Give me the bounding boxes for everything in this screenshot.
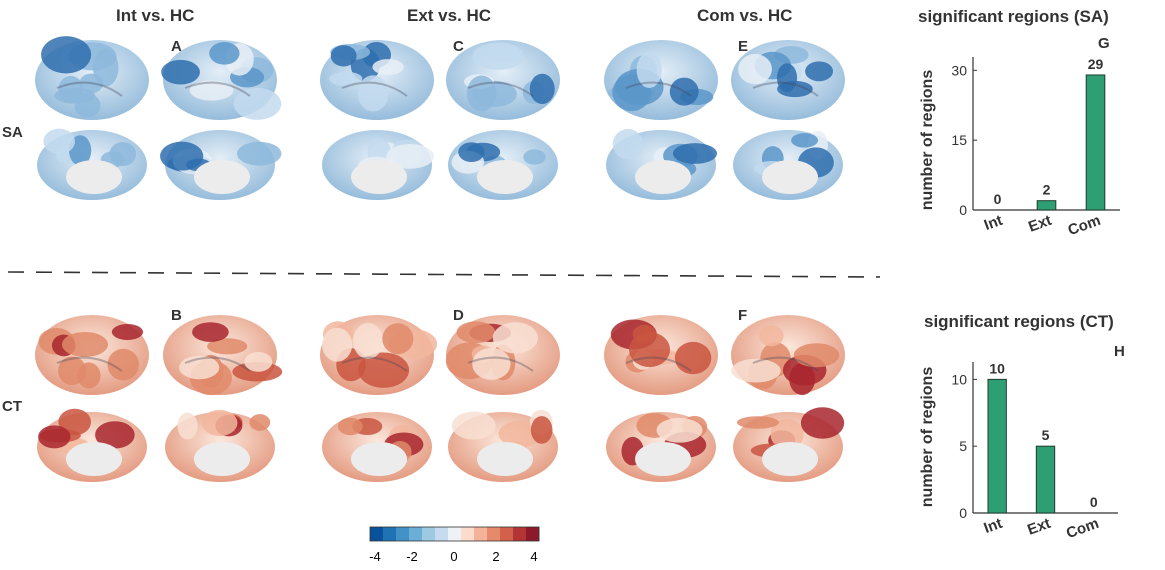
colorbar-cell: [474, 527, 488, 541]
brain-lateral-view: [731, 40, 845, 120]
colorbar-cell: [435, 527, 449, 541]
brain-lateral-view: [35, 36, 149, 120]
brain-lateral-view: [604, 315, 718, 395]
y-tick-label: 15: [951, 132, 967, 148]
brain-lateral-view: [320, 315, 438, 395]
brain-lateral-view: [446, 40, 560, 120]
colorbar-cell: [396, 527, 410, 541]
y-tick-label: 5: [959, 438, 967, 454]
brain-medial-view: [37, 408, 147, 482]
panel-letter-g: G: [1098, 35, 1110, 52]
brain-medial-view: [165, 409, 275, 482]
y-tick-label: 30: [951, 62, 967, 78]
y-tick-label: 10: [951, 371, 967, 387]
row-label-ct: CT: [2, 398, 22, 415]
x-tick-label: Int: [982, 212, 1005, 234]
brain-medial-view: [606, 129, 718, 200]
column-title-com: Com vs. HC: [697, 6, 793, 25]
brain-lateral-view: [161, 40, 282, 120]
row-label-sa: SA: [2, 124, 23, 141]
colorbar-tick-label: -2: [406, 549, 418, 564]
panel-letter-d: D: [453, 307, 464, 324]
colorbar-tick-label: 2: [492, 549, 499, 564]
brain-medial-view: [606, 412, 716, 482]
brain-medial-view: [37, 128, 147, 200]
colorbar: -4 -2 0 2 4: [369, 526, 540, 564]
y-tick-label: 0: [959, 202, 967, 218]
colorbar-cell: [487, 527, 501, 541]
colorbar-tick-label: 4: [530, 549, 537, 564]
bar: [1085, 74, 1106, 211]
bar-value-label: 5: [1042, 427, 1050, 443]
panel-letter-h: H: [1114, 343, 1125, 360]
bar-chart-sa: significant regions (SA) G number of reg…: [918, 7, 1120, 239]
brain-medial-view: [448, 409, 558, 482]
bar: [1036, 200, 1057, 211]
column-title-int: Int vs. HC: [116, 6, 195, 25]
bar-chart-ct: significant regions (CT) H number of reg…: [919, 312, 1125, 542]
x-tick-label: Ext: [1025, 515, 1053, 539]
chart-title: significant regions (SA): [918, 7, 1109, 26]
x-tick-label: Int: [981, 515, 1004, 537]
panel-letter-e: E: [738, 38, 749, 55]
brain-medial-view: [733, 130, 843, 200]
y-axis-label: number of regions: [919, 70, 936, 211]
colorbar-tick-label: -4: [369, 549, 381, 564]
brain-lateral-view: [35, 315, 149, 395]
brain-medial-view: [322, 412, 432, 482]
brain-maps-figure: [7, 36, 881, 482]
bar: [987, 378, 1007, 514]
brain-lateral-view: [731, 315, 845, 396]
brain-medial-view: [322, 130, 435, 200]
colorbar-cell: [526, 527, 540, 541]
panel-letter-c: C: [453, 38, 464, 55]
y-axis-label: number of regions: [919, 367, 936, 508]
brain-medial-view: [733, 407, 845, 482]
colorbar-cell: [500, 527, 514, 541]
x-tick-label: Com: [1064, 515, 1101, 542]
panel-letter-a: A: [171, 38, 182, 55]
brain-lateral-view: [445, 315, 560, 395]
x-tick-label: Ext: [1026, 212, 1054, 236]
brain-medial-view: [448, 130, 558, 200]
row-separator: [7, 271, 881, 278]
bar-value-label: 0: [994, 191, 1002, 207]
bar-value-label: 2: [1043, 182, 1051, 198]
colorbar-cell: [409, 527, 423, 541]
colorbar-cell: [461, 527, 475, 541]
y-tick-label: 0: [959, 505, 967, 521]
brain-lateral-view: [163, 315, 283, 396]
colorbar-cell: [383, 527, 397, 541]
panel-letter-b: B: [171, 307, 182, 324]
column-title-ext: Ext vs. HC: [407, 6, 492, 25]
brain-lateral-view: [604, 40, 718, 120]
panel-letter-f: F: [738, 307, 748, 324]
bar: [1035, 445, 1056, 514]
colorbar-cell: [422, 527, 436, 541]
colorbar-cell: [448, 527, 462, 541]
brain-lateral-view: [320, 40, 434, 120]
colorbar-cell: [513, 527, 527, 541]
bar-value-label: 0: [1090, 494, 1098, 510]
x-tick-label: Com: [1066, 212, 1103, 239]
bar-value-label: 29: [1088, 56, 1104, 72]
colorbar-tick-label: 0: [450, 549, 457, 564]
bar-value-label: 10: [989, 360, 1005, 376]
colorbar-cell: [370, 527, 384, 541]
brain-medial-view: [160, 130, 282, 200]
chart-title: significant regions (CT): [924, 312, 1114, 331]
